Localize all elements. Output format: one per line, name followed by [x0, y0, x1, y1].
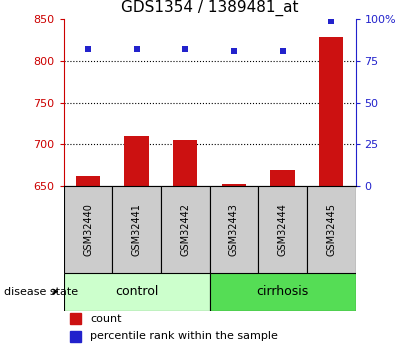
Bar — [69, 331, 81, 342]
Text: control: control — [115, 285, 158, 298]
Bar — [210, 186, 258, 273]
Bar — [64, 273, 210, 310]
Bar — [161, 186, 210, 273]
Point — [231, 48, 237, 53]
Bar — [210, 273, 356, 310]
Point — [134, 46, 140, 52]
Text: GSM32445: GSM32445 — [326, 203, 336, 256]
Bar — [125, 136, 149, 186]
Bar — [258, 186, 307, 273]
Point — [279, 48, 286, 53]
Text: GSM32441: GSM32441 — [132, 203, 142, 256]
Bar — [64, 186, 112, 273]
Text: count: count — [90, 314, 122, 324]
Point — [182, 46, 189, 52]
Point — [85, 46, 91, 52]
Text: GSM32444: GSM32444 — [277, 203, 288, 256]
Bar — [76, 176, 100, 186]
Text: GSM32440: GSM32440 — [83, 203, 93, 256]
Text: GSM32442: GSM32442 — [180, 203, 190, 256]
Text: GSM32443: GSM32443 — [229, 203, 239, 256]
Bar — [173, 140, 197, 186]
Title: GDS1354 / 1389481_at: GDS1354 / 1389481_at — [121, 0, 298, 16]
Text: percentile rank within the sample: percentile rank within the sample — [90, 331, 278, 341]
Point — [328, 18, 335, 23]
Bar — [222, 184, 246, 186]
Bar — [270, 170, 295, 186]
Bar — [307, 186, 356, 273]
Bar — [319, 37, 343, 186]
Bar — [69, 313, 81, 324]
Text: cirrhosis: cirrhosis — [256, 285, 309, 298]
Text: disease state: disease state — [4, 287, 78, 296]
Bar — [112, 186, 161, 273]
